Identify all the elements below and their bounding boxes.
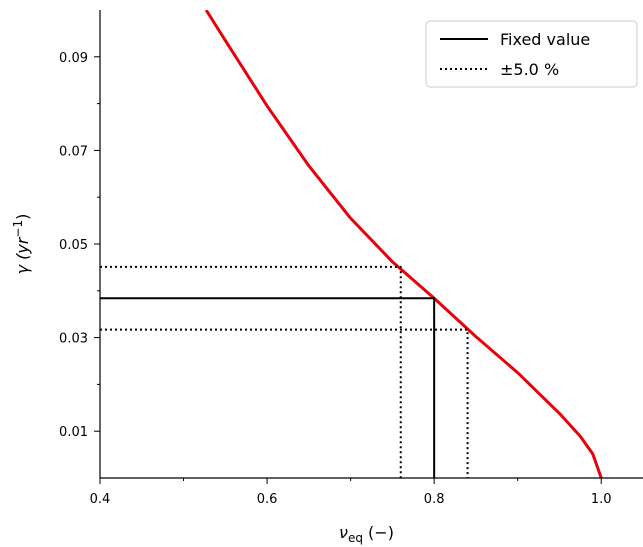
- y-tick-label-2: 0.05: [59, 238, 88, 253]
- y-tick-label-4: 0.09: [59, 51, 88, 66]
- series-dotted-2: [100, 265, 402, 478]
- series-dotted-3: [100, 328, 469, 478]
- y-tick-label-3: 0.07: [59, 144, 88, 159]
- y-tick-label-0: 0.01: [59, 425, 88, 440]
- legend-label-fixed: Fixed value: [500, 30, 590, 49]
- x-tick-label-0: 0.4: [90, 492, 111, 507]
- legend: Fixed value ±5.0 %: [425, 20, 638, 88]
- series-fixed: [100, 297, 436, 478]
- x-axis-label-main: ν: [339, 523, 348, 542]
- legend-label-pct: ±5.0 %: [500, 60, 559, 79]
- ticks-layer: 0.4 0.6 0.8 1.0 0.01 0.03 0.05 0.07 0.09: [59, 51, 612, 507]
- series-layer: [100, 10, 603, 478]
- y-axis-label-main: γ (yr: [13, 236, 32, 274]
- y-axis-label: γ (yr−1): [11, 214, 32, 275]
- x-tick-label-2: 0.8: [424, 492, 445, 507]
- x-tick-label-1: 0.6: [257, 492, 278, 507]
- y-axis-label-tail: ): [13, 214, 32, 220]
- x-axis-label-tail: (−): [363, 523, 394, 542]
- y-tick-label-1: 0.03: [59, 332, 88, 347]
- y-axis-label-sup: −1: [11, 220, 25, 238]
- legend-box: [425, 20, 638, 88]
- x-axis-label: νeq (−): [339, 523, 394, 545]
- x-axis-label-sub: eq: [348, 531, 363, 545]
- x-tick-label-3: 1.0: [591, 492, 612, 507]
